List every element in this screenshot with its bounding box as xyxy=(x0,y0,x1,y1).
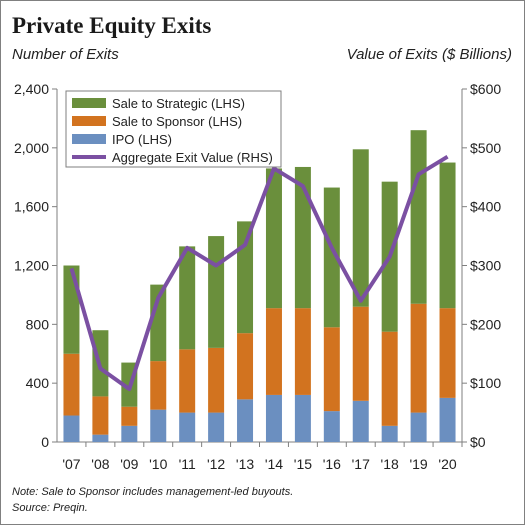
left-tick-label: 1,200 xyxy=(14,258,49,274)
aggregate-exit-value-line xyxy=(69,154,449,392)
ipo-bar xyxy=(121,425,138,442)
left-tick-label: 2,400 xyxy=(14,81,49,97)
legend-label: IPO (LHS) xyxy=(112,132,172,147)
sponsor-bar xyxy=(150,361,167,410)
right-axis-title: Value of Exits ($ Billions) xyxy=(346,46,512,63)
sponsor-bar xyxy=(439,308,456,398)
ipo-bar xyxy=(294,394,311,442)
legend-swatch xyxy=(72,134,106,144)
ipo-bar xyxy=(237,399,254,442)
right-tick-label: $400 xyxy=(470,199,501,215)
sponsor-bar xyxy=(410,303,427,413)
right-tick-label: $300 xyxy=(470,258,501,274)
sponsor-bar xyxy=(179,349,196,413)
legend-label: Sale to Sponsor (LHS) xyxy=(112,114,242,129)
ipo-bar xyxy=(352,400,369,442)
strategic-bar xyxy=(352,149,369,307)
legend-label: Aggregate Exit Value (RHS) xyxy=(112,150,273,165)
sponsor-bar xyxy=(121,406,138,426)
ipo-bar xyxy=(63,415,80,442)
left-tick-label: 400 xyxy=(26,375,50,391)
ipo-bar xyxy=(381,425,398,442)
strategic-bar xyxy=(294,166,311,309)
x-tick-label: '15 xyxy=(294,456,312,472)
x-tick-label: '20 xyxy=(438,456,456,472)
legend-swatch xyxy=(72,116,106,126)
sponsor-bar xyxy=(63,353,80,416)
strategic-bar xyxy=(208,236,225,348)
ipo-bar xyxy=(410,412,427,442)
strategic-bar xyxy=(150,284,167,362)
legend-swatch xyxy=(72,98,106,108)
strategic-bar xyxy=(439,162,456,309)
sponsor-bar xyxy=(323,327,340,412)
x-tick-label: '17 xyxy=(352,456,370,472)
x-tick-label: '09 xyxy=(120,456,138,472)
ipo-bar xyxy=(323,411,340,442)
ipo-bar xyxy=(439,397,456,442)
chart-note: Note: Sale to Sponsor includes managemen… xyxy=(12,486,294,498)
right-tick-label: $600 xyxy=(470,81,501,97)
sponsor-bar xyxy=(381,331,398,426)
ipo-bar xyxy=(208,412,225,442)
right-tick-label: $100 xyxy=(470,375,501,391)
strategic-bar xyxy=(63,265,80,354)
right-tick-label: $0 xyxy=(470,434,486,450)
x-tick-label: '16 xyxy=(323,456,341,472)
left-axis-title: Number of Exits xyxy=(12,46,119,63)
x-tick-label: '10 xyxy=(149,456,167,472)
x-tick-label: '19 xyxy=(409,456,427,472)
ipo-bar xyxy=(265,394,282,442)
x-tick-label: '11 xyxy=(179,456,196,472)
strategic-bar xyxy=(179,246,196,350)
sponsor-bar xyxy=(265,308,282,395)
sponsor-bar xyxy=(237,333,254,400)
x-tick-label: '08 xyxy=(91,456,109,472)
left-tick-label: 800 xyxy=(26,316,50,332)
sponsor-bar xyxy=(208,347,225,413)
x-tick-label: '12 xyxy=(207,456,225,472)
ipo-bar xyxy=(179,412,196,442)
chart-source: Source: Preqin. xyxy=(12,502,88,514)
left-tick-label: 2,000 xyxy=(14,140,49,156)
x-tick-label: '07 xyxy=(62,456,80,472)
chart-title: Private Equity Exits xyxy=(12,13,212,38)
left-tick-label: 1,600 xyxy=(14,199,49,215)
strategic-bar xyxy=(410,130,427,304)
strategic-bar xyxy=(265,168,282,309)
left-tick-label: 0 xyxy=(41,434,49,450)
x-tick-label: '13 xyxy=(236,456,254,472)
x-tick-label: '18 xyxy=(381,456,399,472)
legend-label: Sale to Strategic (LHS) xyxy=(112,96,245,111)
right-tick-label: $200 xyxy=(470,316,501,332)
strategic-bar xyxy=(323,187,340,328)
sponsor-bar xyxy=(352,306,369,401)
sponsor-bar xyxy=(294,308,311,395)
ipo-bar xyxy=(92,434,109,442)
strategic-bar xyxy=(237,221,254,334)
sponsor-bar xyxy=(92,396,109,435)
right-tick-label: $500 xyxy=(470,140,501,156)
x-tick-label: '14 xyxy=(265,456,283,472)
ipo-bar xyxy=(150,409,167,442)
